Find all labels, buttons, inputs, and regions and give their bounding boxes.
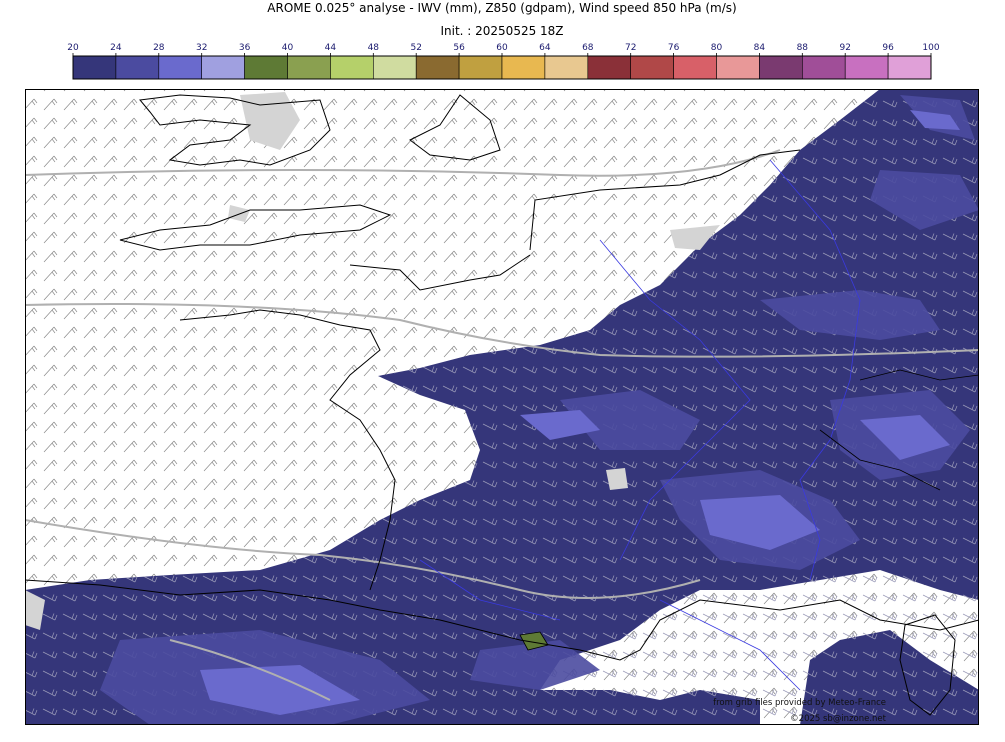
map	[25, 89, 979, 725]
colorbar-tick-label: 28	[153, 43, 165, 53]
colorbar-tick-label: 48	[368, 43, 380, 53]
colorbar: 20 24 28 32 36 40 44 48 52 56 60 64 68 72 76 80 84 88 92 96…	[67, 43, 940, 80]
coastline-france	[25, 149, 979, 716]
colorbar-tick-label: 40	[282, 43, 294, 53]
geopotential-contours	[25, 149, 979, 701]
colorbar-bin	[372, 55, 417, 80]
colorbar-bin	[801, 55, 846, 80]
colorbar-tick-label: 20	[67, 43, 79, 53]
colorbar-tick-label: 76	[668, 43, 680, 53]
colorbar-bin	[287, 55, 331, 80]
colorbar-bin	[844, 55, 889, 80]
colorbar-bin	[630, 55, 674, 80]
colorbar-bin	[887, 55, 932, 80]
map-title: AROME 0.025° analyse - IWV (mm), Z850 (g…	[267, 1, 736, 15]
credit-copyright: ©2025 sb@inzone.net	[790, 714, 887, 724]
national-borders	[819, 369, 979, 491]
colorbar-bin	[716, 55, 760, 80]
colorbar-tick-label: 84	[754, 43, 766, 53]
wind-barbs-overlay	[25, 89, 979, 725]
colorbar-bin	[673, 55, 717, 80]
colorbar-bin	[544, 55, 589, 80]
colorbar-tick-label: 92	[839, 43, 850, 53]
iwv-field-mid	[100, 95, 979, 725]
coastline-uk	[119, 94, 501, 251]
colorbar-frame	[72, 55, 932, 80]
iwv-field-high	[200, 110, 960, 715]
colorbar-bin	[501, 55, 546, 80]
colorbar-tick-label: 56	[453, 43, 465, 53]
colorbar-bin	[458, 55, 503, 80]
colorbar-bin	[587, 55, 631, 80]
colorbar-tick-label: 68	[582, 43, 594, 53]
init-time: Init. : 20250525 18Z	[440, 24, 563, 38]
colorbar-bin	[415, 55, 460, 80]
colorbar-bin	[759, 55, 803, 80]
colorbar-bin	[201, 55, 245, 80]
colorbar-bin	[115, 55, 160, 80]
colorbar-tick-label: 80	[711, 43, 723, 53]
colorbar-tick-label: 64	[539, 43, 551, 53]
colorbar-tick-label: 44	[325, 43, 337, 53]
colorbar-tick-label: 60	[496, 43, 508, 53]
rivers-borders	[419, 159, 861, 691]
colorbar-tick-label: 24	[110, 43, 122, 53]
colorbar-tick-label: 72	[625, 43, 636, 53]
colorbar-bin	[158, 55, 203, 80]
colorbar-tick-label: 96	[882, 43, 894, 53]
colorbar-tick-label: 52	[410, 43, 421, 53]
colorbar-bin	[72, 55, 117, 80]
credit-source: from grib files provided by Meteo-France	[713, 698, 886, 708]
colorbar-tick-label: 100	[922, 43, 939, 53]
colorbar-bin	[330, 55, 374, 80]
colorbar-tick-label: 88	[797, 43, 809, 53]
map-frame	[25, 89, 979, 725]
colorbar-bin	[244, 55, 288, 80]
colorbar-tick-label: 36	[239, 43, 251, 53]
colorbar-tick-label: 32	[196, 43, 207, 53]
